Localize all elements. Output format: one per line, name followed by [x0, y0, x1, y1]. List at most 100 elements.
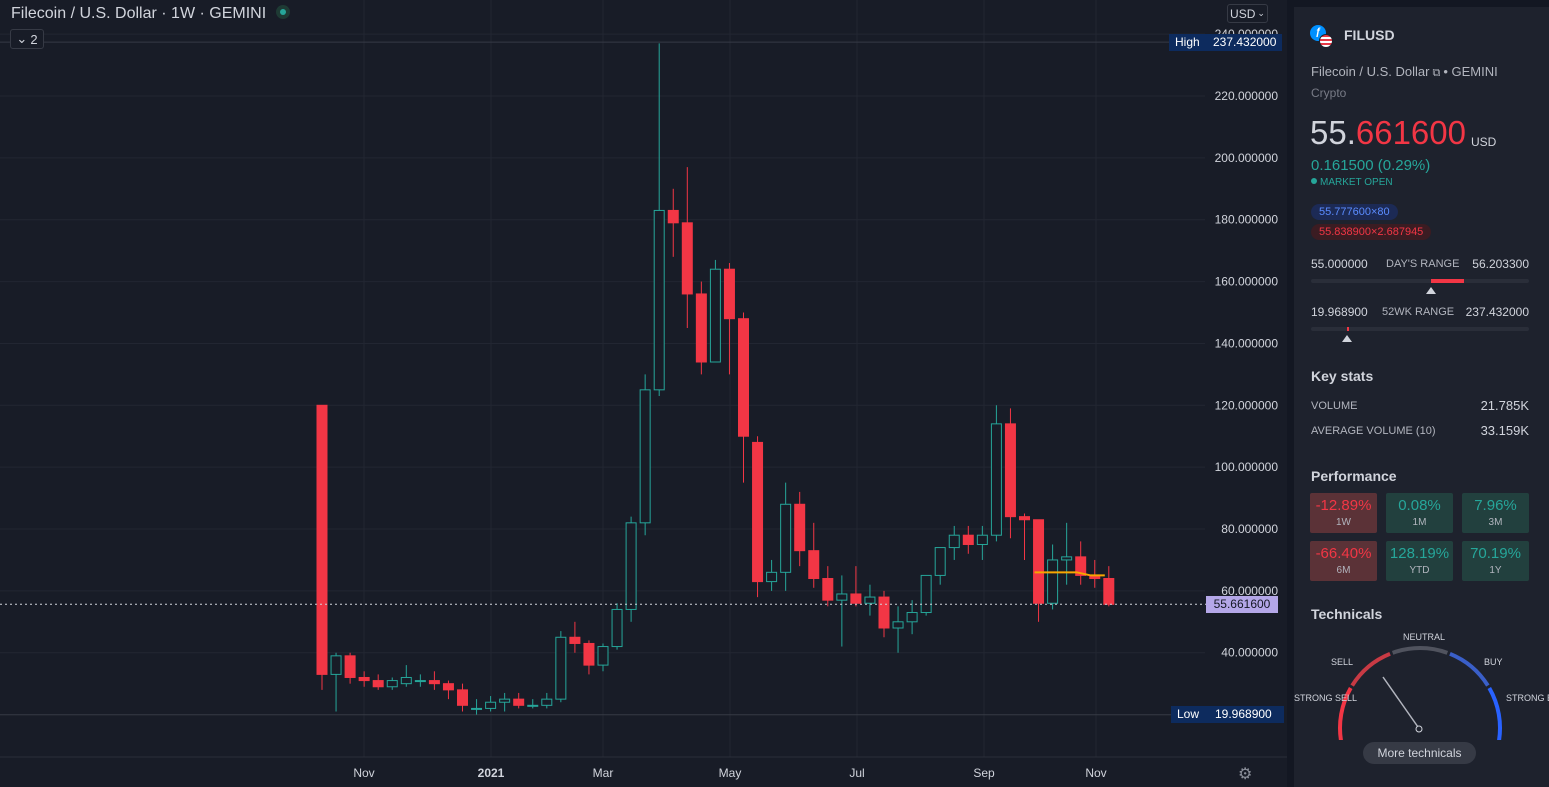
- price-tick-label: 160.000000: [1215, 275, 1279, 289]
- gauge-buy-label: BUY: [1484, 657, 1503, 667]
- candle-up: [400, 676, 412, 685]
- wk52-range-marker-icon: [1341, 335, 1352, 342]
- gauge-strong-sell-arc: [1338, 687, 1353, 740]
- chevron-down-icon: ⌄: [16, 31, 28, 46]
- low-label-name: Low: [1177, 707, 1200, 721]
- symbol-title-text: Filecoin / U.S. Dollar · 1W · GEMINI: [11, 5, 267, 22]
- price-tick-label: 40.000000: [1221, 646, 1278, 660]
- gauge-needle-hub: [1415, 725, 1423, 733]
- performance-period: 1W: [1336, 517, 1351, 528]
- performance-value: -66.40%: [1315, 545, 1372, 562]
- performance-cell-1m[interactable]: 0.08% 1M: [1386, 493, 1453, 533]
- price-tick-label: 140.000000: [1215, 336, 1279, 350]
- gauge-needle: [1382, 676, 1419, 728]
- wk52-range-high: 237.432000: [1465, 305, 1529, 319]
- technicals-gauge[interactable]: [1334, 640, 1510, 740]
- time-tick-label: Nov: [1085, 766, 1106, 780]
- performance-cell-6m[interactable]: -66.40% 6M: [1310, 541, 1377, 581]
- time-tick-label: Mar: [593, 766, 614, 780]
- last-price: 55.661600: [1310, 115, 1466, 151]
- price-tick-label: 220.000000: [1215, 89, 1279, 103]
- days-range-fill: [1430, 279, 1464, 283]
- high-price-label: High 237.432000: [1169, 34, 1282, 51]
- candle-up: [780, 503, 792, 573]
- candle-down: [808, 550, 820, 580]
- time-tick-label: Jul: [849, 766, 864, 780]
- gauge-sell-arc: [1350, 651, 1391, 687]
- technicals-title: Technicals: [1311, 606, 1383, 622]
- days-range-marker-icon: [1425, 287, 1436, 294]
- price-change: 0.161500 (0.29%): [1311, 157, 1431, 174]
- candle-down: [372, 680, 384, 688]
- candle-down: [344, 655, 356, 678]
- chart-settings-gear-icon[interactable]: ⚙: [1238, 766, 1253, 783]
- performance-period: 1Y: [1489, 565, 1502, 576]
- market-status-dot-icon: [276, 5, 291, 19]
- candle-up: [836, 593, 848, 601]
- symbol-description[interactable]: Filecoin / U.S. Dollar ⧉ • GEMINI: [1311, 64, 1498, 80]
- candle-down: [457, 689, 468, 706]
- candle-down: [1033, 519, 1045, 604]
- performance-cell-1y[interactable]: 70.19% 1Y: [1462, 541, 1529, 581]
- candle-up: [555, 636, 567, 700]
- time-tick-label: Nov: [353, 766, 374, 780]
- performance-period: 6M: [1336, 565, 1351, 576]
- wk52-range-bar: [1311, 327, 1529, 331]
- candle-up: [499, 698, 511, 703]
- candle-up: [330, 655, 342, 675]
- candle-up: [990, 423, 1002, 536]
- gauge-strong-sell-label: STRONG SELL: [1294, 693, 1358, 703]
- collapse-indicators-button[interactable]: ⌄ 2: [10, 29, 44, 49]
- volume-value: 21.785K: [1480, 398, 1529, 413]
- symbol-description-text: Filecoin / U.S. Dollar: [1311, 64, 1430, 79]
- candle-down: [1075, 556, 1087, 576]
- external-link-icon[interactable]: ⧉: [1432, 67, 1441, 79]
- candle-up: [541, 698, 553, 706]
- candle-down: [442, 683, 454, 691]
- candle-down: [569, 636, 581, 644]
- gauge-buy-arc: [1449, 651, 1490, 687]
- days-range-label: DAY'S RANGE: [1386, 258, 1460, 270]
- candle-down: [723, 268, 735, 320]
- candle-up: [639, 389, 651, 524]
- candle-down: [316, 404, 328, 675]
- candle-up: [948, 534, 960, 549]
- candle-up: [611, 608, 623, 648]
- candle-down: [878, 596, 890, 629]
- low-label-value: 19.968900: [1215, 707, 1272, 721]
- price-integer: 55.: [1310, 114, 1356, 151]
- symbol-title[interactable]: Filecoin / U.S. Dollar · 1W · GEMINI: [11, 5, 291, 23]
- currency-button[interactable]: USD ⌄: [1227, 4, 1268, 23]
- high-label-value: 237.432000: [1213, 35, 1277, 49]
- gauge-neutral-arc: [1391, 646, 1449, 655]
- candle-down: [513, 698, 525, 706]
- performance-cell-1w[interactable]: -12.89% 1W: [1310, 493, 1377, 533]
- wk52-range-label: 52WK RANGE: [1382, 306, 1455, 318]
- candle-down: [583, 642, 595, 666]
- candle-up: [597, 646, 609, 666]
- gauge-strong-buy-label: STRONG BUY: [1506, 693, 1549, 703]
- performance-cell-3m[interactable]: 7.96% 3M: [1462, 493, 1529, 533]
- price-currency: USD: [1471, 135, 1497, 149]
- key-stats-title: Key stats: [1311, 368, 1374, 384]
- price-tick-label: 60.000000: [1221, 584, 1278, 598]
- ask-badge: 55.838900×2.687945: [1311, 224, 1432, 240]
- symbol-details-sidebar: ƒ FILUSD Filecoin / U.S. Dollar ⧉ • GEMINI…: [1294, 0, 1549, 787]
- bid-badge: 55.777600×80: [1311, 204, 1398, 220]
- high-label-name: High: [1175, 35, 1200, 49]
- candle-up: [709, 268, 721, 363]
- time-tick-label: May: [719, 766, 742, 780]
- wk52-range-low: 19.968900: [1311, 305, 1368, 319]
- price-chart[interactable]: 2 40.000000 220.000000 200.000000 180.000000…: [0, 0, 1287, 787]
- ticker-symbol[interactable]: FILUSD: [1344, 27, 1395, 43]
- performance-cell-ytd[interactable]: 128.19% YTD: [1386, 541, 1453, 581]
- volume-label: VOLUME: [1311, 400, 1358, 412]
- performance-value: 128.19%: [1389, 545, 1450, 562]
- price-tick-label: 80.000000: [1221, 522, 1278, 536]
- chart-pane[interactable]: 2 40.000000 220.000000 200.000000 180.000000…: [0, 0, 1287, 787]
- candle-up: [976, 534, 988, 545]
- candle-down: [358, 676, 370, 682]
- more-technicals-button[interactable]: More technicals: [1363, 742, 1476, 764]
- moving-average-line: [1034, 571, 1105, 577]
